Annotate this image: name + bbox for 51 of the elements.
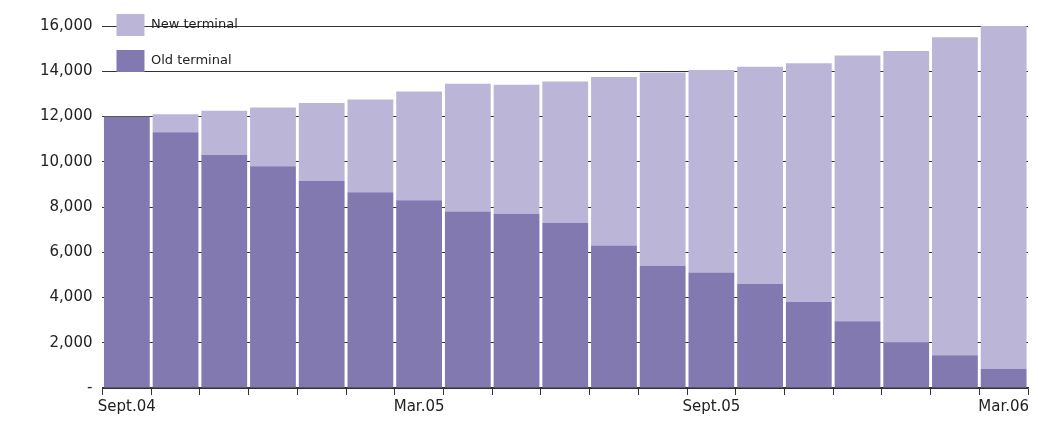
bar: [785, 302, 832, 388]
bar: [834, 321, 881, 388]
bar: [444, 211, 491, 388]
bar: [639, 72, 686, 266]
bar: [201, 154, 248, 388]
bar: [980, 368, 1027, 388]
x-tick-label: Mar.06: [978, 396, 1030, 415]
bar: [103, 116, 150, 388]
y-tick-label: 4,000: [49, 287, 93, 306]
bar: [834, 55, 881, 322]
bar: [542, 81, 589, 223]
y-tick-label: 12,000: [39, 106, 93, 125]
bar: [980, 26, 1027, 369]
y-tick-label: 2,000: [49, 332, 93, 351]
bar: [250, 107, 296, 167]
y-tick-label: -: [87, 377, 93, 396]
legend-label: Old terminal: [150, 52, 232, 68]
bar: [347, 192, 394, 388]
bar: [639, 265, 686, 388]
bar: [152, 132, 199, 388]
bar: [591, 76, 637, 246]
x-tick-label: Sept.04: [97, 396, 156, 415]
bar: [737, 66, 783, 284]
bar: [883, 50, 930, 343]
bar: [347, 99, 394, 193]
y-tick-label: 10,000: [39, 151, 93, 170]
x-tick-label: Sept.05: [682, 396, 741, 415]
bar: [591, 245, 637, 388]
bar: [493, 84, 540, 214]
y-tick-label: 8,000: [49, 196, 93, 215]
bar: [932, 37, 978, 356]
bar: [785, 63, 832, 303]
bar: [737, 283, 783, 388]
bar: [883, 342, 930, 388]
bar: [688, 272, 735, 388]
bar: [201, 110, 248, 155]
bar: [542, 222, 589, 388]
y-tick-label: 14,000: [39, 61, 93, 80]
bar: [396, 200, 442, 388]
bar: [152, 114, 199, 133]
bar: [444, 83, 491, 212]
bar: [250, 166, 296, 388]
y-tick-label: 16,000: [39, 15, 93, 34]
bar: [396, 91, 442, 201]
x-tick-label: Mar.05: [393, 396, 445, 415]
bar: [298, 180, 345, 388]
bar: [688, 70, 735, 273]
bar: [932, 355, 978, 388]
y-tick-label: 6,000: [49, 242, 93, 261]
bar: [298, 102, 345, 181]
bar: [493, 213, 540, 388]
